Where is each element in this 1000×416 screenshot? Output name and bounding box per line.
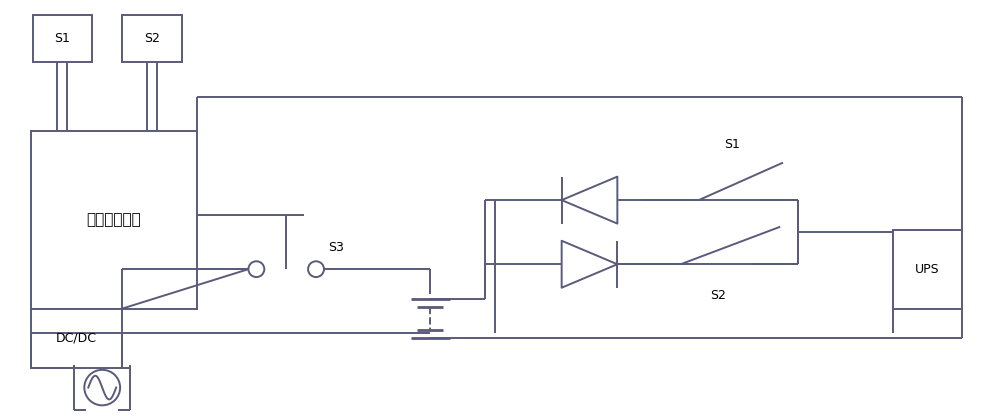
Circle shape xyxy=(84,370,120,405)
Polygon shape xyxy=(562,177,617,223)
Text: S2: S2 xyxy=(710,289,726,302)
Text: S1: S1 xyxy=(55,32,70,45)
Text: 电池管理系统: 电池管理系统 xyxy=(86,212,141,227)
FancyBboxPatch shape xyxy=(31,131,197,309)
Text: DC/DC: DC/DC xyxy=(56,332,97,345)
FancyBboxPatch shape xyxy=(893,230,962,309)
Text: S2: S2 xyxy=(144,32,160,45)
FancyBboxPatch shape xyxy=(31,309,122,368)
Text: S3: S3 xyxy=(328,241,344,254)
Circle shape xyxy=(308,261,324,277)
Text: S1: S1 xyxy=(724,138,740,151)
Circle shape xyxy=(248,261,264,277)
FancyBboxPatch shape xyxy=(33,15,92,62)
Polygon shape xyxy=(562,241,617,288)
FancyBboxPatch shape xyxy=(122,15,182,62)
Text: UPS: UPS xyxy=(915,262,940,276)
